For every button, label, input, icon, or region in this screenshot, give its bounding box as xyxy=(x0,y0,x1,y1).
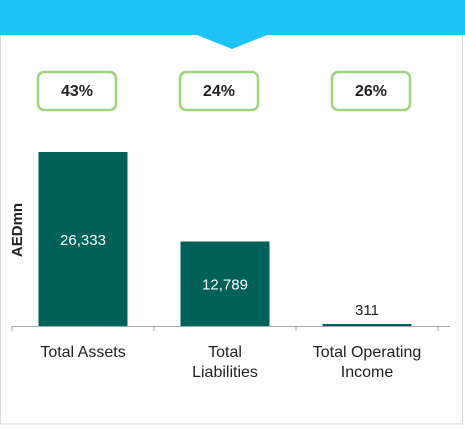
banner xyxy=(0,0,465,35)
arrow xyxy=(197,35,267,49)
bar xyxy=(322,323,412,326)
growth-box xyxy=(178,70,260,112)
x-tick-label: Total Liabilities xyxy=(192,344,258,381)
growth-box xyxy=(36,70,118,112)
growth-label: 24% xyxy=(203,83,235,100)
value-label: 26,333 xyxy=(60,232,106,249)
bar xyxy=(38,152,128,326)
value-label: 311 xyxy=(355,302,379,319)
x-tick-label: Total Operating Income xyxy=(312,344,422,381)
growth-label: 43% xyxy=(61,83,93,100)
growth-box xyxy=(330,70,412,112)
growth-label: 26% xyxy=(355,83,387,100)
x-tick-label: Total Assets xyxy=(40,344,126,361)
y-axis-label: AEDmn xyxy=(9,203,26,257)
bar xyxy=(180,241,270,326)
value-label: 12,789 xyxy=(202,277,248,294)
